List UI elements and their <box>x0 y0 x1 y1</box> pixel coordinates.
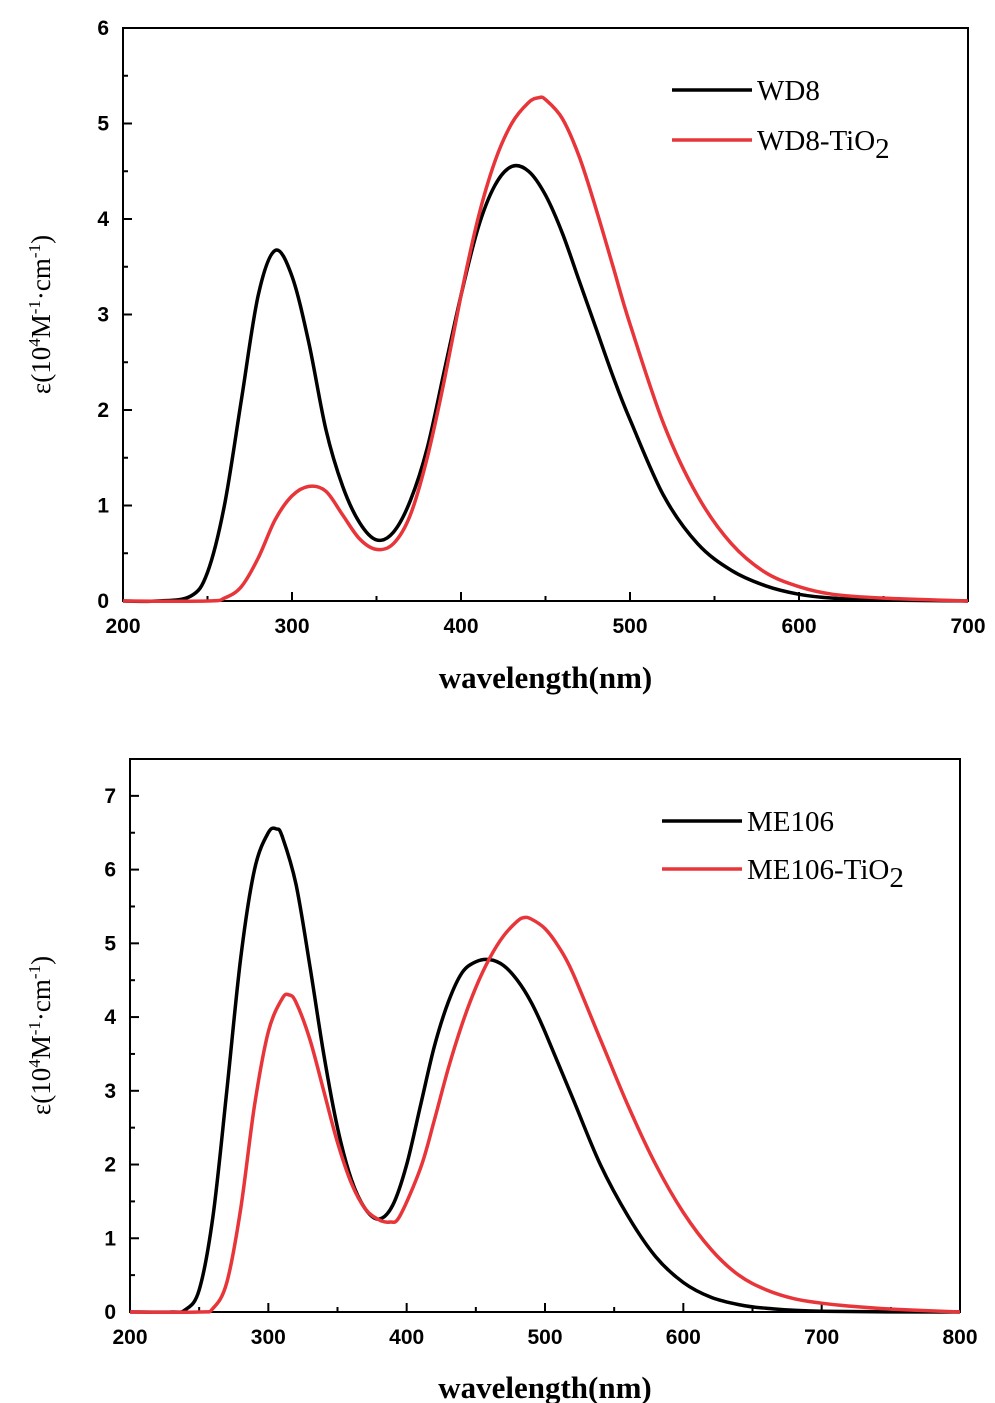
y-axis-title-part: M <box>26 1035 56 1059</box>
chart-bottom: 200 300 400 500 600 700 800 0 1 2 3 4 5 6 7 wavelength(… <box>25 758 978 1403</box>
y-axis-title-superscript: -1 <box>25 1021 44 1035</box>
chart-top: 200 300 400 500 600 700 0 1 2 3 4 5 6 wavelength(nm) ε… <box>25 17 986 695</box>
y-tick-label: 6 <box>97 17 109 40</box>
legend-label-1: ME106-TiO2 <box>747 854 904 894</box>
series-line-0 <box>129 826 961 1314</box>
y-axis-title-part: M <box>26 314 56 338</box>
x-tick-label: 800 <box>942 1326 977 1349</box>
y-tick-label: 4 <box>104 1006 116 1029</box>
x-tick-label: 500 <box>612 615 647 638</box>
legend-label-subscript: 2 <box>875 133 890 165</box>
y-axis-title: ε(104M-1·cm-1) <box>25 956 56 1115</box>
series-line-1 <box>122 95 969 603</box>
y-axis-title-part: ε(10 <box>26 1068 56 1115</box>
x-axis-title: wavelength(nm) <box>439 660 653 695</box>
y-axis-title-superscript: 4 <box>25 338 44 347</box>
plot-frame <box>122 27 969 602</box>
y-axis-title-part: ε(10 <box>26 347 56 394</box>
y-tick-label: 2 <box>104 1154 116 1177</box>
y-axis-title-superscript: -1 <box>25 244 44 258</box>
y-tick-label: 1 <box>104 1227 116 1250</box>
y-axis-title: ε(104M-1·cm-1) <box>25 235 56 394</box>
y-axis-title-part: ·cm <box>26 258 56 300</box>
y-tick-label: 2 <box>97 399 109 422</box>
legend-label-base: ME106-TiO <box>747 854 889 886</box>
x-tick-label: 300 <box>274 615 309 638</box>
x-axis-title: wavelength(nm) <box>438 1370 652 1403</box>
legend-label-subscript: 2 <box>889 862 904 894</box>
legend-label-0: WD8 <box>757 75 820 107</box>
x-tick-label: 600 <box>781 615 816 638</box>
x-tick-label: 700 <box>950 615 985 638</box>
legend-label-base: WD8 <box>757 75 820 107</box>
y-axis-title-part: ) <box>26 956 56 965</box>
legend-label-0: ME106 <box>747 806 834 838</box>
y-axis-title-part: ) <box>26 235 56 244</box>
legend-label-base: WD8-TiO <box>757 125 875 157</box>
y-axis-title-superscript: -1 <box>25 965 44 979</box>
y-tick-label: 7 <box>104 785 116 808</box>
y-tick-label: 3 <box>97 304 109 327</box>
series-line-1 <box>129 915 961 1315</box>
y-tick-label: 4 <box>97 208 109 231</box>
series-line-0 <box>122 163 969 604</box>
x-tick-label: 200 <box>105 615 140 638</box>
x-tick-label: 200 <box>112 1326 147 1349</box>
y-axis-title-part: ·cm <box>26 979 56 1021</box>
x-tick-label: 400 <box>389 1326 424 1349</box>
y-axis-title-superscript: 4 <box>25 1059 44 1068</box>
legend-label-1: WD8-TiO2 <box>757 125 890 165</box>
x-tick-label: 300 <box>251 1326 286 1349</box>
x-tick-label: 400 <box>443 615 478 638</box>
y-tick-label: 0 <box>97 590 109 613</box>
y-tick-label: 1 <box>97 495 109 518</box>
x-tick-label: 500 <box>527 1326 562 1349</box>
y-tick-label: 3 <box>104 1080 116 1103</box>
legend-label-base: ME106 <box>747 806 834 838</box>
y-tick-label: 6 <box>104 859 116 882</box>
x-tick-label: 700 <box>804 1326 839 1349</box>
x-tick-label: 600 <box>666 1326 701 1349</box>
y-axis-title-superscript: -1 <box>25 300 44 314</box>
y-tick-label: 0 <box>104 1301 116 1324</box>
y-tick-label: 5 <box>104 932 116 955</box>
y-tick-label: 5 <box>97 113 109 136</box>
